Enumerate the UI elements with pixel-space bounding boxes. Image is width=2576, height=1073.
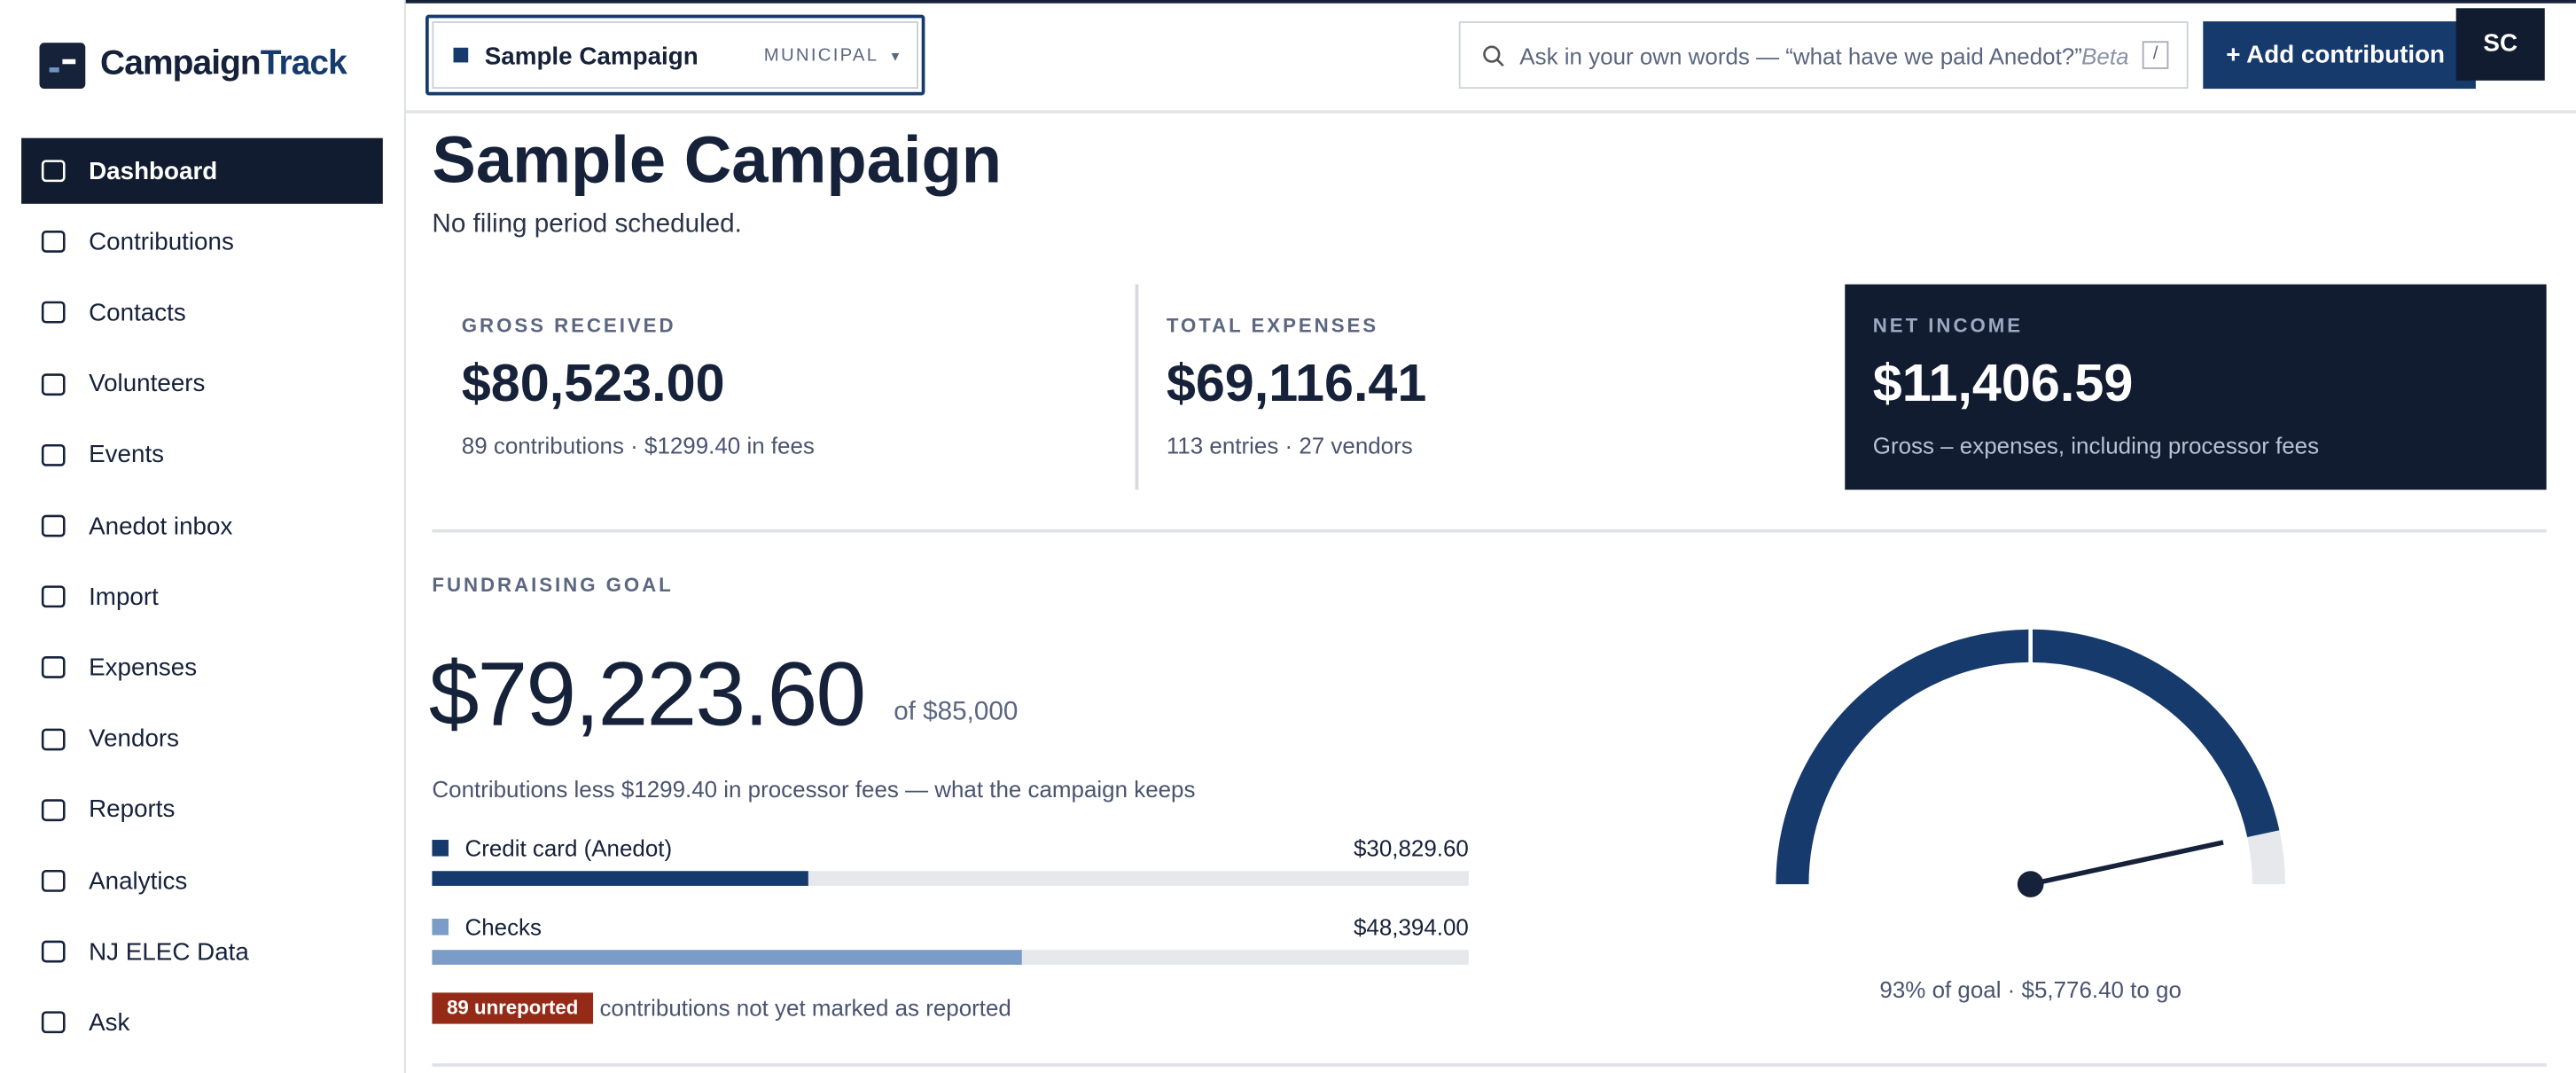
nav-icon xyxy=(41,372,66,396)
goal-caption: Contributions less $1299.40 in processor… xyxy=(432,775,1196,803)
nav-label: Ask xyxy=(89,1008,130,1038)
nav-label: Reports xyxy=(89,795,176,825)
brand-a: Campaign xyxy=(100,44,262,82)
stat-value: $11,406.59 xyxy=(1872,353,2134,413)
gauge-track xyxy=(2247,830,2285,885)
nav-item[interactable]: Analytics xyxy=(21,848,383,913)
nav-item[interactable]: Volunteers xyxy=(21,351,383,417)
nav-icon xyxy=(41,869,66,892)
nav-label: Anedot inbox xyxy=(89,512,233,540)
stat-note: 89 contributions · $1299.40 in fees xyxy=(461,432,815,459)
nav-item[interactable]: Events xyxy=(21,422,383,488)
nav-icon xyxy=(41,443,66,466)
unreported-badge[interactable]: 89 unreported xyxy=(432,992,594,1024)
goal-raised: $79,223.60 xyxy=(428,642,867,745)
search-key: / xyxy=(2142,41,2169,69)
nav-icon xyxy=(41,514,66,537)
stat-note: 113 entries · 27 vendors xyxy=(1166,432,1413,459)
search-badge: Beta xyxy=(2081,43,2129,69)
source-name: Checks xyxy=(464,913,543,941)
goal-heading: FUNDRAISING GOAL xyxy=(432,573,674,597)
nav-item[interactable]: Vendors xyxy=(21,706,383,771)
net-card xyxy=(1845,284,2547,490)
search-icon xyxy=(1483,45,1504,67)
nav-icon xyxy=(41,1012,66,1034)
brand-b: Track xyxy=(260,44,347,82)
nav-label: Dashboard xyxy=(89,156,218,185)
topbar xyxy=(405,0,2576,114)
legend-swatch xyxy=(432,918,449,936)
brand: CampaignTrack xyxy=(100,44,347,83)
stat-label: GROSS RECEIVED xyxy=(461,313,676,337)
nav-icon xyxy=(41,656,66,679)
rule xyxy=(432,1063,2547,1067)
nav-item[interactable]: Ask xyxy=(21,990,383,1055)
search-placeholder: Ask in your own words — “what have we pa… xyxy=(1519,43,2082,69)
bar xyxy=(432,950,1023,965)
nav-label: Contributions xyxy=(89,228,234,256)
nav-item[interactable]: Anedot inbox xyxy=(21,493,383,559)
nav-label: Contacts xyxy=(89,299,186,327)
nav-label: Import xyxy=(89,583,159,611)
nav-icon xyxy=(41,160,66,183)
nav-item[interactable]: Contributions xyxy=(21,209,383,275)
avatar[interactable]: SC xyxy=(2455,8,2545,81)
nav-label: Expenses xyxy=(89,654,198,682)
gauge-note: 93% of goal · $5,776.40 to go xyxy=(1879,975,2182,1003)
badge-note: contributions not yet marked as reported xyxy=(599,994,1011,1021)
nav-item[interactable]: Reports xyxy=(21,777,383,842)
gauge-fill xyxy=(1776,629,2280,885)
search[interactable]: Ask in your own words — “what have we pa… xyxy=(1458,21,2189,90)
nav-icon xyxy=(41,798,66,821)
bar xyxy=(432,871,808,886)
stat-value: $80,523.00 xyxy=(461,353,725,413)
nav-icon xyxy=(41,302,66,325)
nav-item[interactable]: Contacts xyxy=(21,280,383,346)
nav-label: Volunteers xyxy=(89,370,206,398)
stat-label: TOTAL EXPENSES xyxy=(1166,313,1379,337)
add-button[interactable]: + Add contribution xyxy=(2203,21,2476,90)
nav-item[interactable]: NJ ELEC Data xyxy=(21,919,383,984)
campaign-marker xyxy=(453,47,469,63)
campaign-type: MUNICIPAL xyxy=(763,45,879,67)
page-title: Sample Campaign xyxy=(432,124,1003,198)
nav-icon xyxy=(41,940,66,963)
nav-icon xyxy=(41,231,66,254)
nav-label: Analytics xyxy=(89,866,188,896)
legend-swatch xyxy=(432,840,449,857)
nav-label: Events xyxy=(89,441,165,469)
logo-icon xyxy=(39,43,86,90)
nav-item[interactable]: Dashboard xyxy=(21,137,383,204)
source-name: Credit card (Anedot) xyxy=(464,834,673,862)
sidebar xyxy=(0,0,406,1073)
stat-note: Gross – expenses, including processor fe… xyxy=(1872,432,2320,459)
campaign-select[interactable]: Sample Campaign MUNICIPAL ▼ xyxy=(425,14,925,96)
campaign-name: Sample Campaign xyxy=(484,43,699,71)
nav-icon xyxy=(41,585,66,608)
nav-label: NJ ELEC Data xyxy=(89,937,249,967)
page-subtitle: No filing period scheduled. xyxy=(432,210,742,239)
stat-value: $69,116.41 xyxy=(1166,353,1427,413)
goal-target: of $85,000 xyxy=(894,698,1019,727)
stat-label: NET INCOME xyxy=(1872,313,2024,337)
gauge-hub xyxy=(2017,871,2044,897)
source-amount: $30,829.60 xyxy=(1353,834,1469,862)
nav-label: Vendors xyxy=(89,724,180,753)
divider xyxy=(1135,284,1139,490)
gauge xyxy=(1776,627,2285,897)
source-amount: $48,394.00 xyxy=(1353,913,1469,941)
nav-icon xyxy=(41,727,66,750)
rule xyxy=(432,529,2547,533)
gauge-needle xyxy=(2030,840,2224,887)
caret: ▼ xyxy=(888,49,902,65)
nav-item[interactable]: Import xyxy=(21,564,383,630)
nav-item[interactable]: Expenses xyxy=(21,635,383,701)
